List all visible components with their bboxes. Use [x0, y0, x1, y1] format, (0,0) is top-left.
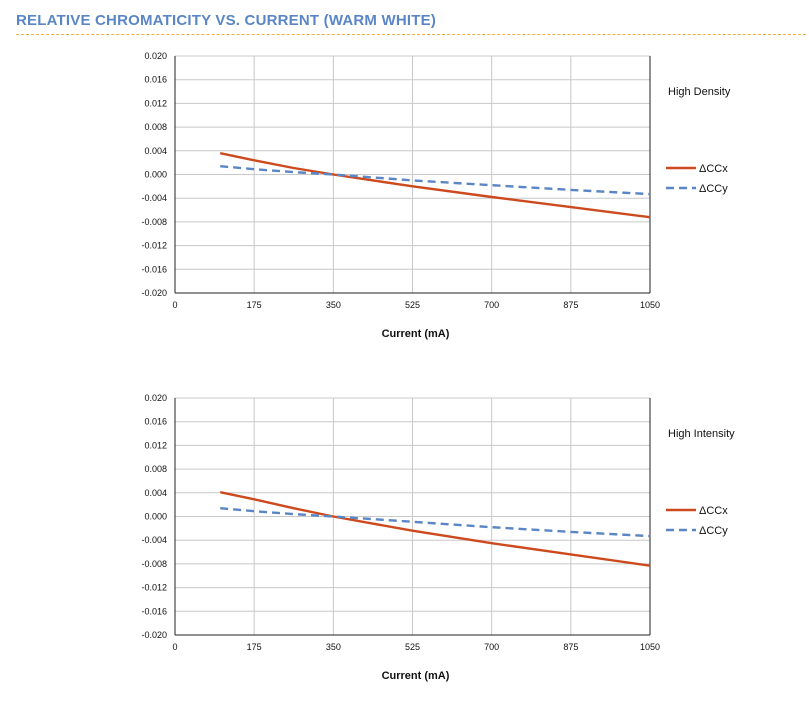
y-tick-label: 0.008 [144, 122, 167, 132]
y-tick-label: -0.016 [141, 606, 167, 616]
x-tick-label: 350 [326, 642, 341, 652]
x-tick-label: 1050 [640, 642, 660, 652]
panel-label: High Intensity [668, 428, 735, 440]
y-tick-label: 0.020 [144, 51, 167, 61]
y-tick-label: 0.016 [144, 417, 167, 427]
x-tick-label: 0 [172, 642, 177, 652]
x-tick-label: 1050 [640, 300, 660, 310]
x-tick-label: 525 [405, 300, 420, 310]
legend-label-ccy: ΔCCy [699, 183, 728, 195]
x-tick-label: 175 [247, 642, 262, 652]
x-tick-label: 875 [563, 300, 578, 310]
series-line-ccx [219, 491, 651, 567]
chart-high-intensity: 0.020 0.016 0.012 0.008 0.004 0.000 -0.004 -0.0… [0, 387, 809, 717]
x-axis-label: Current (mA) [382, 328, 450, 340]
legend-label-ccx: ΔCCx [699, 163, 728, 175]
y-tick-label: 0.000 [144, 170, 167, 180]
y-tick-label: -0.008 [141, 559, 167, 569]
x-axis-label: Current (mA) [382, 670, 450, 682]
y-tick-label: 0.000 [144, 512, 167, 522]
chart-svg: 0.020 0.016 0.012 0.008 0.004 0.000 -0.004 -0.0… [141, 393, 735, 682]
x-tick-label: 875 [563, 642, 578, 652]
y-tick-label: -0.004 [141, 535, 167, 545]
x-tick-label: 525 [405, 642, 420, 652]
title-divider [16, 34, 806, 35]
x-tick-label: 0 [172, 300, 177, 310]
y-tick-label: 0.012 [144, 98, 167, 108]
series-line-ccx [219, 152, 651, 219]
panel-label: High Density [668, 86, 731, 98]
x-tick-label: 700 [484, 300, 499, 310]
legend-label-ccy: ΔCCy [699, 525, 728, 537]
y-tick-label: 0.004 [144, 146, 167, 156]
y-tick-label: -0.012 [141, 241, 167, 251]
chart-svg: 0.020 0.016 0.012 0.008 0.004 0.000 -0.004 -0.0… [141, 51, 731, 340]
y-tick-label: -0.020 [141, 630, 167, 640]
y-tick-label: -0.008 [141, 217, 167, 227]
y-tick-label: -0.012 [141, 583, 167, 593]
y-tick-label: -0.004 [141, 193, 167, 203]
y-tick-label: 0.020 [144, 393, 167, 403]
y-tick-label: -0.020 [141, 288, 167, 298]
legend-label-ccx: ΔCCx [699, 505, 728, 517]
y-tick-label: 0.008 [144, 464, 167, 474]
x-tick-label: 700 [484, 642, 499, 652]
chart-high-density: 0.020 0.016 0.012 0.008 0.004 0.000 -0.004 -0.0… [0, 45, 809, 375]
y-tick-label: 0.016 [144, 75, 167, 85]
y-tick-label: 0.004 [144, 488, 167, 498]
series-line-ccy [220, 507, 651, 538]
x-tick-label: 350 [326, 300, 341, 310]
y-tick-label: 0.012 [144, 440, 167, 450]
page-title: RELATIVE CHROMATICITY VS. CURRENT (WARM … [16, 12, 437, 29]
series-line-ccy [220, 165, 651, 196]
x-tick-label: 175 [247, 300, 262, 310]
y-tick-label: -0.016 [141, 264, 167, 274]
